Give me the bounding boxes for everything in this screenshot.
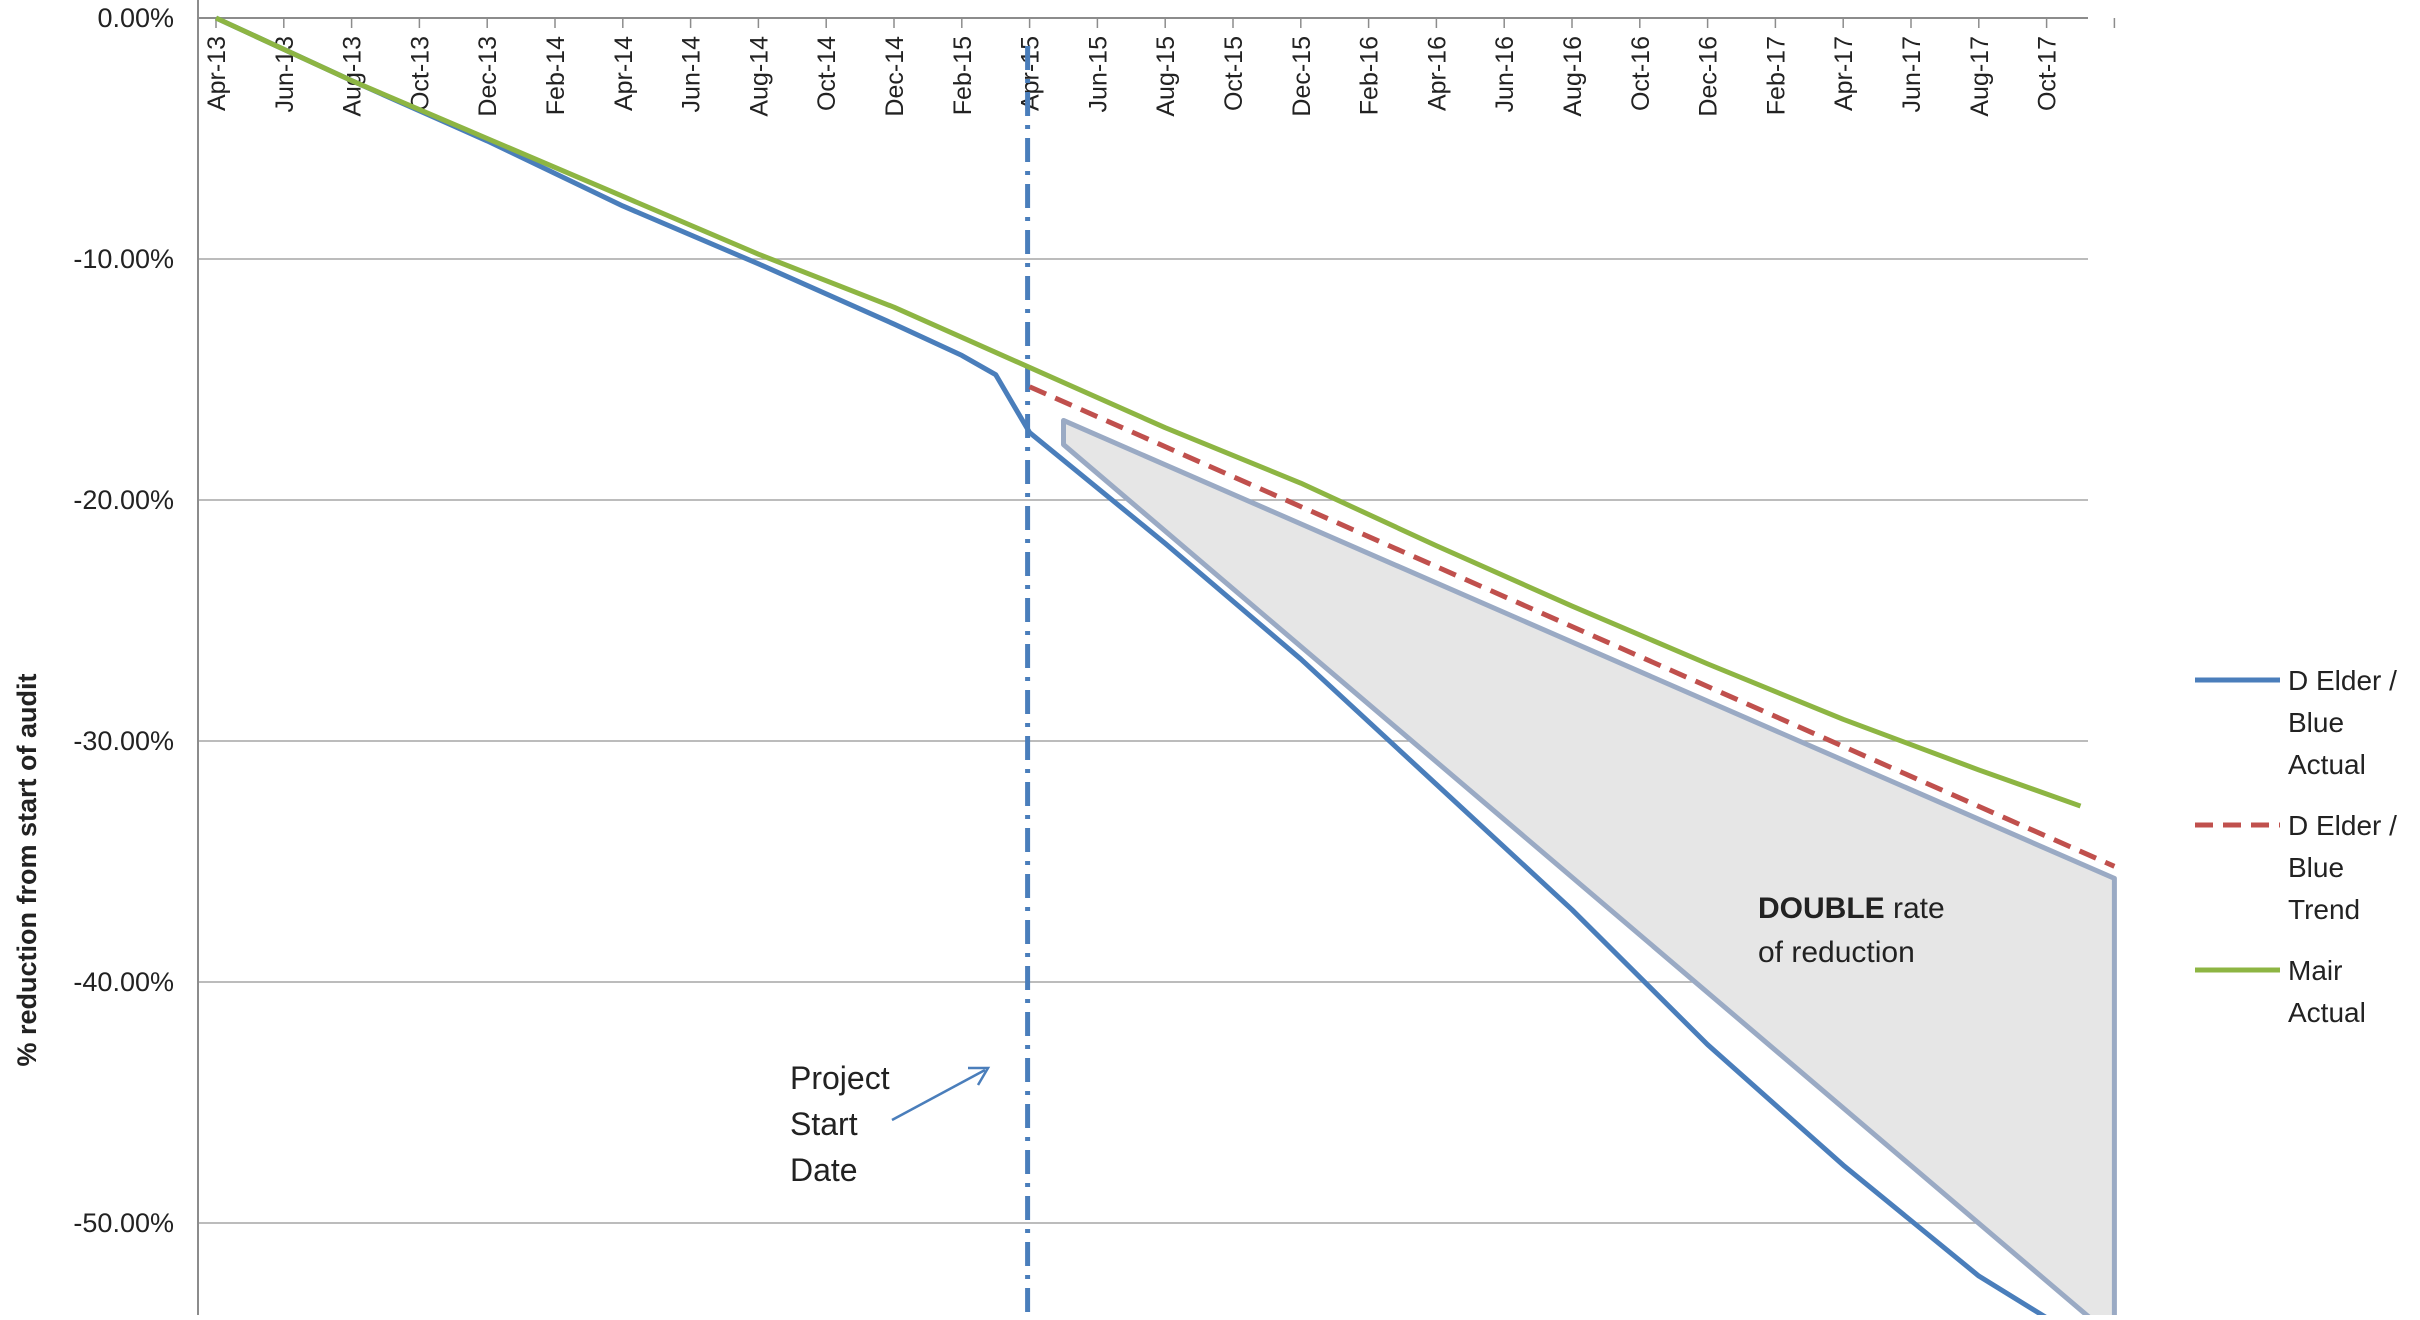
x-tick-label: Dec-13 — [474, 36, 502, 117]
project-start-arrow — [891, 1068, 986, 1122]
y-axis-label: % reduction from start of audit — [12, 673, 42, 1066]
x-tick-label: Apr-16 — [1423, 36, 1451, 111]
double-rest-text: rate — [1885, 892, 1945, 925]
y-tick-label: -10.00% — [73, 244, 174, 274]
x-tick-label: Jun-17 — [1898, 36, 1926, 112]
x-tick-label: Apr-17 — [1830, 36, 1858, 111]
legend-label: D Elder / — [2288, 810, 2397, 841]
x-tick-label: Oct-13 — [406, 36, 434, 111]
double-bold-text: DOUBLE — [1758, 892, 1885, 925]
x-tick-label: Aug-17 — [1966, 36, 1994, 117]
x-tick-label: Feb-14 — [542, 36, 570, 115]
x-tick-label: Dec-15 — [1288, 36, 1316, 117]
x-tick-label: Feb-17 — [1762, 36, 1790, 115]
x-tick-label: Feb-15 — [949, 36, 977, 115]
x-tick-label: Aug-15 — [1152, 36, 1180, 117]
x-tick-label: Oct-14 — [813, 36, 841, 111]
legend-label: D Elder / — [2288, 665, 2397, 696]
legend-label: Blue — [2288, 852, 2344, 883]
x-tick-label: Aug-16 — [1559, 36, 1587, 117]
x-tick-label: Oct-17 — [2034, 36, 2062, 111]
x-tick-label: Jun-16 — [1491, 36, 1519, 112]
y-tick-label: -20.00% — [73, 485, 174, 515]
y-tick-label: -50.00% — [73, 1208, 174, 1238]
x-tick-label: Jun-14 — [678, 36, 706, 113]
y-tick-label: -40.00% — [73, 967, 174, 997]
legend-label: Actual — [2288, 997, 2366, 1028]
legend-label: Actual — [2288, 749, 2366, 780]
x-tick-label: Dec-16 — [1695, 36, 1723, 117]
project-start-label: Date — [790, 1152, 858, 1188]
x-tick-label: Apr-13 — [203, 36, 231, 111]
x-tick-label: Feb-16 — [1356, 36, 1384, 115]
shaded-region — [1061, 417, 2117, 1320]
series-line-1 — [1028, 384, 2116, 869]
double-rate-annotation-line2: of reduction — [1758, 936, 1915, 969]
project-start-label: Project — [790, 1060, 890, 1096]
y-tick-label: 0.00% — [97, 3, 174, 33]
x-tick-label: Oct-15 — [1220, 36, 1248, 111]
x-tick-label: Jun-15 — [1084, 36, 1112, 112]
project-start-label: Start — [790, 1106, 858, 1142]
y-tick-label: -30.00% — [73, 726, 174, 756]
series-line-0 — [214, 15, 2055, 1320]
x-tick-label: Apr-15 — [1017, 36, 1045, 111]
x-tick-label: Apr-14 — [610, 36, 638, 111]
arrow-head — [968, 1066, 991, 1086]
x-tick-label: Aug-14 — [745, 36, 773, 117]
legend-label: Mair — [2288, 955, 2342, 986]
x-tick-label: Oct-16 — [1627, 36, 1655, 111]
series-line-2 — [214, 15, 2082, 809]
double-rate-annotation: DOUBLE rate — [1758, 892, 1945, 925]
legend-label: Blue — [2288, 707, 2344, 738]
legend-label: Trend — [2288, 894, 2360, 925]
x-tick-label: Dec-14 — [881, 36, 909, 117]
